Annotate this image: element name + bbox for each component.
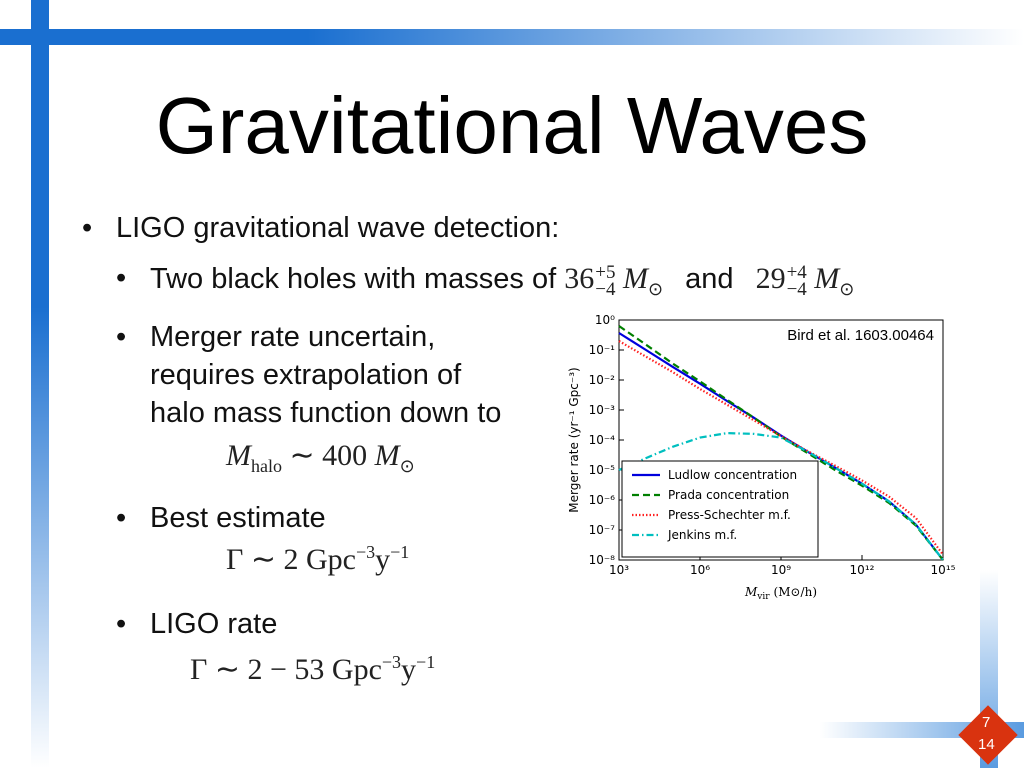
legend-box [621, 460, 819, 558]
deco-vbar [31, 0, 49, 768]
y-tick-label: 10⁻⁷ [589, 523, 616, 537]
y-tick-label: 10⁻⁴ [589, 433, 616, 447]
math-part: −4 [595, 279, 616, 301]
series-line [618, 431, 944, 561]
x-tick-label: 10⁹ [771, 563, 791, 577]
page-number: 7 [982, 714, 991, 731]
math: 36 +5 −4 M⊙ [564, 262, 663, 301]
x-tick-label: 10⁶ [690, 563, 710, 577]
math-part: −1 [416, 652, 436, 672]
bullet-text: LIGO gravitational wave detection: [116, 212, 560, 244]
series-line [618, 340, 944, 556]
math-part: +4 [786, 262, 807, 284]
y-tick-label: 10⁻¹ [589, 343, 616, 357]
legend-label: Ludlow concentration [668, 468, 797, 482]
math-part: y [401, 653, 417, 686]
math-part: ⊙ [647, 279, 664, 299]
bullet: Merger rate uncertain, requires extrapol… [116, 318, 502, 432]
bullet: Best estimate [116, 502, 326, 535]
bullet: LIGO rate [116, 608, 278, 641]
y-tick-label: 10⁰ [595, 313, 615, 327]
x-axis-label: Mvir (M⊙/h) [744, 585, 817, 602]
math-part: −4 [786, 279, 807, 301]
math: Γ ∼ 2 Gpc−3y−1 [226, 542, 409, 577]
math-part: ∼ 400 [289, 439, 368, 472]
annotation: Bird et al. 1603.00464 [787, 327, 934, 344]
x-tick-label: 10³ [609, 563, 629, 577]
bullet-text: and [685, 263, 734, 295]
math-part: ⊙ [399, 456, 415, 476]
math-part: M [814, 262, 840, 295]
legend-label: Prada concentration [668, 488, 789, 502]
bullet: LIGO gravitational wave detection: [82, 212, 560, 245]
math-part: 29 [755, 262, 786, 295]
bullet-text: LIGO rate [150, 608, 278, 640]
x-axis-label-part: M [744, 585, 758, 599]
math-part: −1 [390, 542, 410, 562]
math: 29 +4 −4 M⊙ [755, 262, 855, 301]
y-tick-label: 10⁻² [589, 373, 616, 387]
math-part: y [375, 543, 391, 576]
math-part: −3 [381, 652, 402, 672]
bullet-text: Two black holes with masses of [150, 263, 557, 295]
slide-title: Gravitational Waves [155, 81, 869, 170]
math-part: 36 [564, 262, 595, 295]
math-part: M [226, 439, 251, 472]
deco-hbar [0, 29, 1024, 45]
bullet-text: halo mass function down to [150, 397, 502, 429]
math-part: −3 [355, 542, 376, 562]
math-part: Γ ∼ 2 − 53 Gpc [190, 653, 382, 686]
math-part: Γ ∼ 2 Gpc [226, 543, 356, 576]
x-axis-label-part: (M⊙/h) [774, 585, 817, 599]
legend-label: Jenkins m.f. [667, 528, 737, 542]
x-tick-label: 10¹² [850, 563, 875, 577]
math-part: +5 [595, 262, 616, 284]
y-tick-label: 10⁻³ [589, 403, 616, 417]
y-tick-label: 10⁻⁶ [589, 493, 616, 507]
legend-label: Press-Schechter m.f. [668, 508, 791, 522]
bullet-text: Best estimate [150, 502, 326, 534]
math-part: ⊙ [839, 279, 855, 299]
math: Mhalo ∼ 400 M⊙ [226, 438, 415, 477]
y-tick-label: 10⁻⁸ [589, 553, 616, 567]
bullet: Two black holes with masses of 36+5−4 M⊙… [116, 262, 855, 301]
math-part: M [622, 262, 648, 295]
page-total: 14 [978, 736, 995, 753]
y-tick-label: 10⁻⁵ [589, 463, 616, 477]
math: Γ ∼ 2 − 53 Gpc−3y−1 [190, 652, 435, 687]
math-part: M [374, 439, 400, 472]
y-axis-label: Merger rate (yr⁻¹ Gpc⁻³) [567, 367, 581, 512]
bullet-text: Merger rate uncertain, [150, 321, 436, 353]
math-part: halo [251, 456, 282, 476]
bullet-text: requires extrapolation of [150, 359, 462, 391]
x-axis-label-part: vir [756, 592, 770, 602]
series-line [618, 325, 944, 561]
chart: Bird et al. 1603.00464 Merger rate (yr⁻¹… [567, 313, 956, 602]
x-tick-label: 10¹⁵ [931, 563, 956, 577]
